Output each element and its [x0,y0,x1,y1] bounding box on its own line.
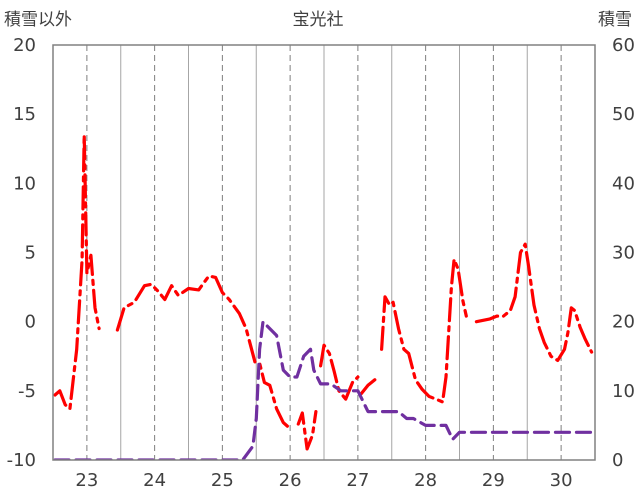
left-tick-label-5: 5 [25,243,36,264]
series-lines [53,133,595,460]
series-0-segment-3 [319,343,360,401]
plot-frame [52,44,596,461]
right-y-ticks: 60 50 40 30 20 10 0 [612,35,635,471]
left-axis-label: 積雪以外 [4,10,72,30]
x-tick-label-23: 23 [75,470,98,491]
x-tick-label-30: 30 [550,470,573,491]
series-0-segment-2 [296,410,318,451]
x-tick-label-27: 27 [346,470,369,491]
x-tick-label-29: 29 [482,470,505,491]
series-0-segment-1 [115,274,290,429]
right-tick-label-10: 10 [612,381,635,402]
x-tick-label-24: 24 [143,470,166,491]
right-tick-label-60: 60 [612,35,635,56]
left-tick-label--10: -10 [7,450,36,471]
right-tick-label-0: 0 [612,450,623,471]
series-0-segment-4 [359,378,377,396]
right-tick-label-50: 50 [612,104,635,125]
left-tick-label--5: -5 [18,381,36,402]
left-tick-label-15: 15 [13,104,36,125]
left-y-ticks: 20 15 10 5 0 -5 -10 [7,35,36,471]
series-0-segment-0 [53,133,101,411]
series-0-segment-6 [474,242,594,362]
chart-title: 宝光社 [293,10,344,30]
left-tick-label-10: 10 [13,173,36,194]
right-tick-label-40: 40 [612,173,635,194]
x-tick-label-25: 25 [211,470,234,491]
x-ticks: 23 24 25 26 27 28 29 30 [75,470,572,491]
x-tick-label-28: 28 [414,470,437,491]
series-1-segment-0 [53,320,595,460]
series-0-segment-5 [380,257,468,404]
right-tick-label-20: 20 [612,312,635,333]
left-tick-label-20: 20 [13,35,36,56]
right-tick-label-30: 30 [612,243,635,264]
right-axis-label: 積雪 [598,10,632,30]
x-tick-label-26: 26 [279,470,302,491]
left-tick-label-0: 0 [25,312,36,333]
